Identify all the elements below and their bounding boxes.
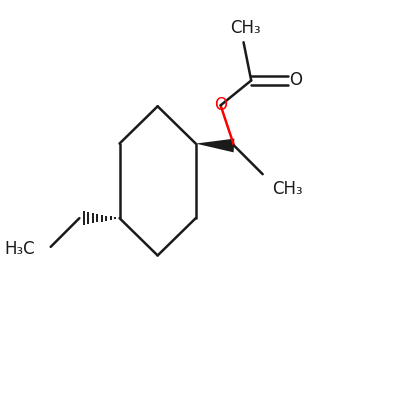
Polygon shape [196,139,234,152]
Text: O: O [214,96,227,114]
Text: O: O [290,72,302,90]
Text: CH₃: CH₃ [272,180,303,198]
Text: H₃C: H₃C [4,240,35,258]
Text: CH₃: CH₃ [230,19,261,37]
